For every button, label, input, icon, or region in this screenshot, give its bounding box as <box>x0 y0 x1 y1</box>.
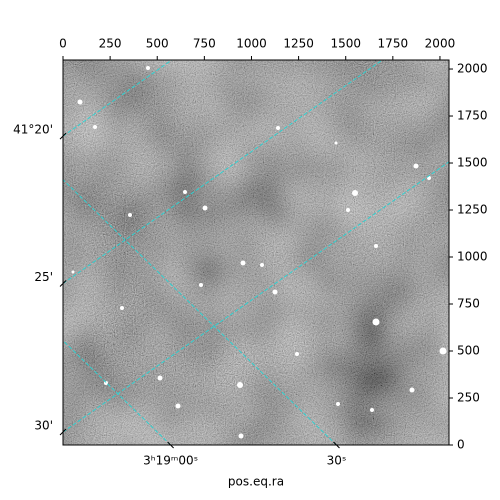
grid <box>63 60 449 445</box>
x-tick-label: 500 <box>146 37 169 51</box>
grid-line <box>63 161 449 433</box>
y-tick-label: 250 <box>457 391 480 405</box>
x-tick-label: 1250 <box>283 37 314 51</box>
x-tick-label: 0 <box>59 37 67 51</box>
x-tick-label: 2000 <box>425 37 456 51</box>
frame <box>62 59 450 446</box>
y-tick-label: 1000 <box>457 250 488 264</box>
y-tick-label: 750 <box>457 297 480 311</box>
x-tick-label: 250 <box>99 37 122 51</box>
x-tick-label: 1500 <box>330 37 361 51</box>
dec-tick <box>59 280 67 287</box>
grid-line <box>63 339 171 445</box>
y-tick-label: 1750 <box>457 109 488 123</box>
y-tick-label: 1500 <box>457 156 488 170</box>
grid-line <box>63 60 173 137</box>
y-tick-label: 500 <box>457 344 480 358</box>
ra-tick <box>333 441 340 449</box>
stars <box>71 66 447 439</box>
x-axis-label: pos.eq.ra <box>228 475 284 489</box>
x-tick-label: 1000 <box>236 37 267 51</box>
x-tick-label: 750 <box>193 37 216 51</box>
y-tick-label: 0 <box>457 438 465 452</box>
grid-line <box>63 60 384 284</box>
dec-tick <box>59 132 67 140</box>
x-tick-label: 1750 <box>378 37 409 51</box>
ra-tick-label: 3ʰ19ᵐ00ˢ <box>143 454 198 468</box>
dec-tick-label: 25' <box>34 270 53 284</box>
dec-tick-label: 30' <box>34 419 53 433</box>
ra-tick-label: 30ˢ <box>327 454 347 468</box>
ra-tick <box>167 441 174 449</box>
grid-line <box>63 179 337 445</box>
y-tick-label: 2000 <box>457 62 488 76</box>
y-tick-label: 1250 <box>457 203 488 217</box>
dec-tick <box>59 428 67 436</box>
dec-tick-label: 41°20' <box>13 123 53 137</box>
image <box>63 60 449 445</box>
